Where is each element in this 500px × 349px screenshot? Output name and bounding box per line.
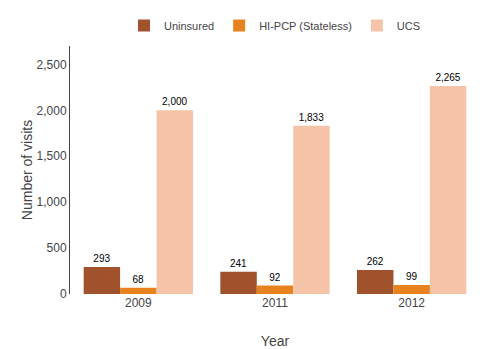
- svg-text:2011: 2011: [262, 296, 288, 310]
- svg-text:2012: 2012: [398, 296, 425, 310]
- svg-text:1,500: 1,500: [37, 149, 67, 163]
- svg-text:500: 500: [47, 241, 67, 255]
- svg-text:92: 92: [269, 272, 281, 283]
- svg-text:Uninsured: Uninsured: [164, 20, 214, 32]
- svg-text:1,833: 1,833: [299, 112, 324, 123]
- svg-text:262: 262: [367, 256, 384, 267]
- svg-text:Year: Year: [261, 333, 290, 349]
- svg-text:293: 293: [93, 253, 110, 264]
- svg-text:HI-PCP (Stateless): HI-PCP (Stateless): [259, 20, 352, 32]
- svg-text:UCS: UCS: [397, 20, 420, 32]
- svg-text:2,265: 2,265: [435, 72, 460, 83]
- svg-text:99: 99: [406, 271, 418, 282]
- svg-text:0: 0: [60, 287, 67, 301]
- svg-text:68: 68: [133, 274, 145, 285]
- svg-text:241: 241: [230, 258, 247, 269]
- svg-text:2,000: 2,000: [162, 96, 187, 107]
- svg-text:1,000: 1,000: [37, 195, 67, 209]
- svg-text:2,000: 2,000: [37, 104, 67, 118]
- svg-text:2,500: 2,500: [37, 58, 67, 72]
- svg-text:Number of visits: Number of visits: [19, 120, 35, 220]
- svg-text:2009: 2009: [125, 296, 152, 310]
